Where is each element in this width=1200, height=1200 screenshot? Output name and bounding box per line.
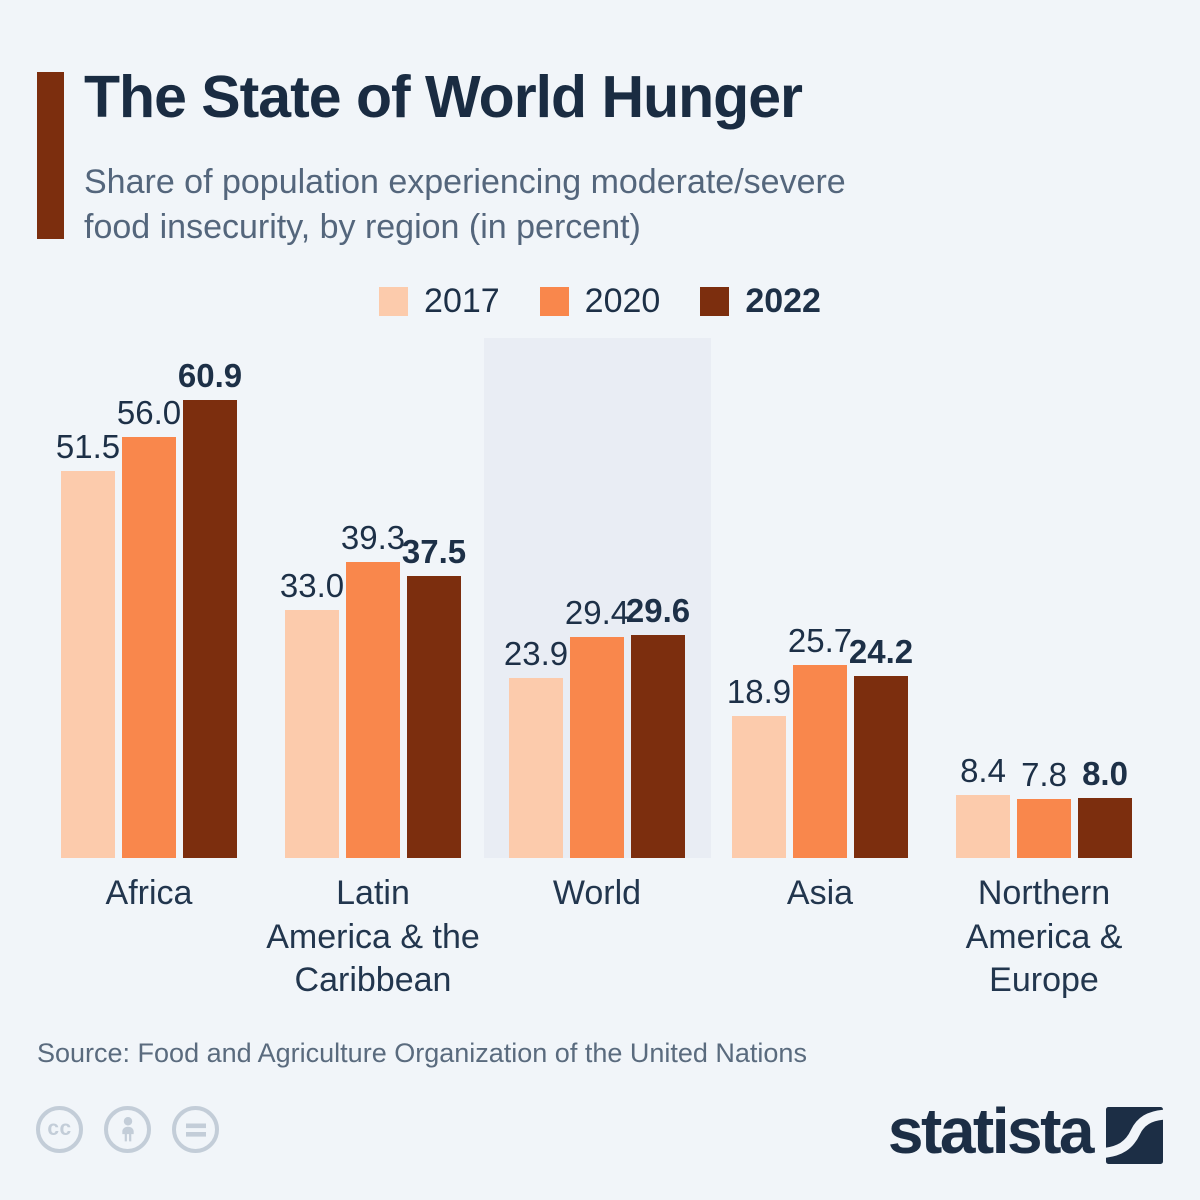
value-label-world-2020: 29.4 [564,594,630,632]
bar-asia-2020 [793,665,847,858]
value-label-world-2022: 29.6 [625,592,691,630]
value-label-africa-2017: 51.5 [55,428,121,466]
value-label-asia-2020: 25.7 [787,622,853,660]
cc-icon[interactable]: cc [36,1106,83,1153]
value-label-latin-america-the-caribbean-2017: 33.0 [279,567,345,605]
category-label-latin-america: Latin America & the Caribbean [266,874,480,1000]
equals-icon[interactable] [172,1106,219,1153]
bar-world-2017 [509,678,563,858]
legend-label-2020: 2020 [584,282,661,320]
statista-wordmark: statista [887,1095,1095,1167]
category-label-northern-america-europe: Northern America & Europe [965,874,1123,1000]
value-label-latin-america-the-caribbean-2020: 39.3 [340,519,406,557]
person-glyph [121,1117,134,1142]
source-text: Source: Food and Agriculture Organizatio… [37,1038,807,1068]
bar-latin-america-the-caribbean-2022 [407,576,461,858]
attribution-person-icon[interactable] [104,1106,151,1153]
bar-world-2020 [570,637,624,858]
value-label-asia-2017: 18.9 [726,673,792,711]
bar-africa-2017 [61,471,115,858]
legend-item-2017: 2017 [379,282,500,321]
category-label-asia: Asia [786,874,854,912]
bar-northern-america-europe-2022 [1078,798,1132,858]
subtitle-line-2: food insecurity, by region (in percent) [84,208,641,247]
bar-latin-america-the-caribbean-2020 [346,562,400,858]
legend-swatch-2020 [539,287,569,316]
title-accent-bar [37,72,64,239]
legend-swatch-2022 [700,287,730,316]
bar-northern-america-europe-2020 [1017,799,1071,858]
category-label-africa: Africa [105,874,193,912]
equals-glyph [185,1123,206,1137]
value-label-northern-america-europe-2020: 7.8 [1021,756,1067,794]
value-label-africa-2020: 56.0 [116,394,182,432]
legend-swatch-2017 [379,287,409,316]
legend-item-2022: 2022 [700,282,821,321]
value-label-asia-2022: 24.2 [848,633,914,671]
bar-northern-america-europe-2017 [956,795,1010,858]
legend-item-2020: 2020 [539,282,661,321]
legend-label-2017: 2017 [424,282,500,320]
bar-africa-2022 [183,400,237,858]
value-label-northern-america-europe-2017: 8.4 [960,752,1006,790]
plot-area: 51.5 56.0 60.9 33.0 39.3 37.5 23.9 29.4 29.6 18.9… [0,338,1200,858]
legend-label-2022: 2022 [745,282,821,320]
value-label-latin-america-the-caribbean-2022: 37.5 [401,533,467,571]
category-label-world: World [552,874,642,912]
value-label-world-2017: 23.9 [503,635,569,673]
bar-asia-2022 [854,676,908,858]
chart-legend: 2017 2020 2022 [0,282,1200,321]
value-label-africa-2022: 60.9 [177,357,243,395]
subtitle-line-1: Share of population experiencing moderat… [84,163,846,201]
page-subtitle: Share of population experiencing moderat… [84,160,846,250]
bar-latin-america-the-caribbean-2017 [285,610,339,858]
statista-logo[interactable]: statista [888,1095,1163,1172]
value-label-northern-america-europe-2022: 8.0 [1082,755,1128,793]
bar-world-2022 [631,635,685,858]
bar-asia-2017 [732,716,786,858]
statista-logo-icon [1106,1106,1163,1164]
page-title: The State of World Hunger [84,64,803,130]
bar-africa-2020 [122,437,176,858]
license-icons: cc [36,1106,219,1153]
